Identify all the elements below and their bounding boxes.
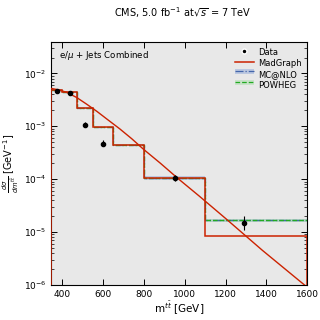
X-axis label: m$^{t\bar{t}}$ [GeV]: m$^{t\bar{t}}$ [GeV]: [154, 300, 204, 317]
Legend: Data, MadGraph, MC@NLO, POWHEG: Data, MadGraph, MC@NLO, POWHEG: [234, 46, 303, 92]
Text: e/$\mu$ + Jets Combined: e/$\mu$ + Jets Combined: [59, 49, 149, 62]
Text: CMS, 5.0 fb$^{-1}$ at$\sqrt{s}$ = 7 TeV: CMS, 5.0 fb$^{-1}$ at$\sqrt{s}$ = 7 TeV: [114, 5, 251, 20]
Y-axis label: $\frac{d\sigma}{dm^{t\bar{t}}}$ [GeV$^{-1}$]: $\frac{d\sigma}{dm^{t\bar{t}}}$ [GeV$^{-…: [1, 134, 21, 193]
